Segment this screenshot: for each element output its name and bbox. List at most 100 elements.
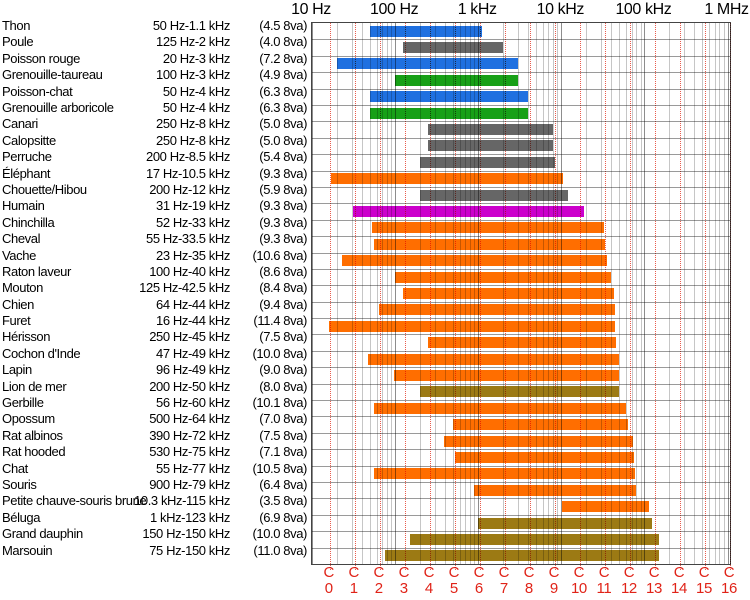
animal-frequency-range: 125 Hz-2 kHz (156, 34, 230, 50)
animal-frequency-range: 31 Hz-19 kHz (156, 198, 230, 214)
row-separator-line (312, 186, 730, 188)
animal-name: Chouette/Hibou (2, 181, 87, 197)
animal-octave-span: (11.0 8va) (253, 542, 307, 558)
animal-label-row: Hérisson 250 Hz-45 kHz (7.5 8va) (0, 329, 310, 345)
animal-name: Chat (2, 460, 28, 476)
animal-name: Gerbille (2, 395, 44, 411)
animal-frequency-range: 530 Hz-75 kHz (149, 444, 230, 460)
animal-frequency-range: 64 Hz-44 kHz (156, 296, 230, 312)
row-separator-line (312, 55, 730, 57)
animal-octave-span: (8.4 8va) (259, 280, 307, 296)
animal-name: Furet (2, 313, 31, 329)
row-separator-line (312, 203, 730, 205)
animal-name: Raton laveur (2, 263, 71, 279)
animal-octave-span: (10.5 8va) (252, 460, 307, 476)
animal-label-row: Chien 64 Hz-44 kHz (9.4 8va) (0, 297, 310, 313)
row-separator-line (312, 400, 730, 402)
animal-label-row: Poisson rouge 20 Hz-3 kHz (7.2 8va) (0, 51, 310, 67)
range-bar (474, 484, 636, 496)
animal-label-row: Marsouin 75 Hz-150 kHz (11.0 8va) (0, 543, 310, 559)
frequency-axis-label: 1 kHz (457, 1, 497, 18)
range-bar (373, 468, 635, 480)
animal-octave-span: (6.3 8va) (259, 99, 307, 115)
frequency-axis-label: 10 Hz (291, 1, 331, 18)
animal-frequency-range: 200 Hz-12 kHz (149, 181, 230, 197)
animal-name: Humain (2, 198, 45, 214)
animal-label-row: Furet 16 Hz-44 kHz (11.4 8va) (0, 313, 310, 329)
animal-frequency-range: 500 Hz-64 kHz (149, 411, 230, 427)
animal-label-row: Perruche 200 Hz-8.5 kHz (5.4 8va) (0, 149, 310, 165)
animal-label-row: Thon 50 Hz-1.1 kHz (4.5 8va) (0, 18, 310, 34)
range-bar (420, 386, 620, 398)
animal-octave-span: (6.4 8va) (259, 477, 307, 493)
range-bar (370, 25, 482, 37)
frequency-axis-label: 100 Hz (369, 1, 419, 18)
animal-frequency-range: 900 Hz-79 kHz (149, 477, 230, 493)
animal-label-row: Gerbille 56 Hz-60 kHz (10.1 8va) (0, 395, 310, 411)
animal-label-row: Rat hooded 530 Hz-75 kHz (7.1 8va) (0, 444, 310, 460)
octave-label: C 11 (596, 564, 612, 597)
row-separator-line (312, 482, 730, 484)
animal-octave-span: (4.9 8va) (259, 67, 307, 83)
animal-frequency-range: 52 Hz-33 kHz (156, 214, 230, 230)
range-bar (342, 255, 607, 267)
animal-frequency-range: 55 Hz-33.5 kHz (146, 231, 230, 247)
animal-octave-span: (9.4 8va) (259, 296, 307, 312)
animal-label-row: Chat 55 Hz-77 kHz (10.5 8va) (0, 461, 310, 477)
animal-frequency-range: 16 Hz-44 kHz (156, 313, 230, 329)
animal-label-row: Grenouille-taureau 100 Hz-3 kHz (4.9 8va) (0, 67, 310, 83)
plot-area (311, 22, 731, 570)
range-bar (455, 451, 634, 463)
animal-name: Éléphant (2, 165, 51, 181)
octave-gridline (730, 23, 731, 570)
animal-labels-column: Thon 50 Hz-1.1 kHz (4.5 8va) Poule 125 Hz-2 … (0, 0, 310, 600)
animal-octave-span: (3.5 8va) (259, 493, 307, 509)
animal-octave-span: (10.1 8va) (252, 395, 307, 411)
animal-frequency-range: 1 kHz-123 kHz (149, 509, 230, 525)
animal-octave-span: (9.3 8va) (259, 198, 307, 214)
animal-label-row: Canari 250 Hz-8 kHz (5.0 8va) (0, 116, 310, 132)
octave-label: C 9 (548, 564, 560, 597)
row-separator-line (312, 88, 730, 90)
animal-name: Béluga (2, 509, 41, 525)
animal-label-row: Vache 23 Hz-35 kHz (10.6 8va) (0, 248, 310, 264)
animal-name: Grand dauphin (2, 526, 83, 542)
range-bar (328, 320, 615, 332)
animal-octave-span: (5.0 8va) (259, 132, 307, 148)
octave-label: C 14 (671, 564, 687, 597)
animal-octave-span: (7.5 8va) (259, 329, 307, 345)
animal-octave-span: (5.0 8va) (259, 116, 307, 132)
animal-octave-span: (9.0 8va) (259, 362, 307, 378)
animal-label-row: Poisson-chat 50 Hz-4 kHz (6.3 8va) (0, 84, 310, 100)
row-separator-line (312, 154, 730, 156)
animal-frequency-range: 50 Hz-1.1 kHz (152, 18, 231, 33)
animal-octave-span: (10.0 8va) (252, 345, 307, 361)
octave-label: C 13 (646, 564, 662, 597)
animal-octave-span: (10.6 8va) (252, 247, 307, 263)
row-separator-line (312, 531, 730, 533)
animal-name: Lion de mer (2, 378, 67, 394)
row-separator-line (312, 137, 730, 139)
animal-frequency-range: 125 Hz-42.5 kHz (139, 280, 230, 296)
animal-octave-span: (9.3 8va) (259, 214, 307, 230)
row-separator-line (312, 416, 730, 418)
range-bar (352, 206, 585, 218)
frequency-axis-label: 10 kHz (536, 1, 585, 18)
animal-label-row: Humain 31 Hz-19 kHz (9.3 8va) (0, 198, 310, 214)
animal-frequency-range: 47 Hz-49 kHz (156, 345, 230, 361)
octave-label: C 15 (696, 564, 712, 597)
animal-name: Chinchilla (2, 214, 55, 230)
row-separator-line (312, 318, 730, 320)
animal-label-row: Chinchilla 52 Hz-33 kHz (9.3 8va) (0, 215, 310, 231)
animal-label-row: Cochon d'Inde 47 Hz-49 kHz (10.0 8va) (0, 346, 310, 362)
row-separator-line (312, 104, 730, 106)
animal-frequency-range: 100 Hz-3 kHz (156, 67, 230, 83)
octave-label: C 2 (373, 564, 385, 597)
animal-frequency-range: 250 Hz-45 kHz (149, 329, 230, 345)
row-separator-line (312, 334, 730, 336)
range-bar (428, 140, 554, 152)
animal-name: Mouton (2, 280, 43, 296)
animal-name: Calopsitte (2, 132, 56, 148)
animal-label-row: Mouton 125 Hz-42.5 kHz (8.4 8va) (0, 280, 310, 296)
